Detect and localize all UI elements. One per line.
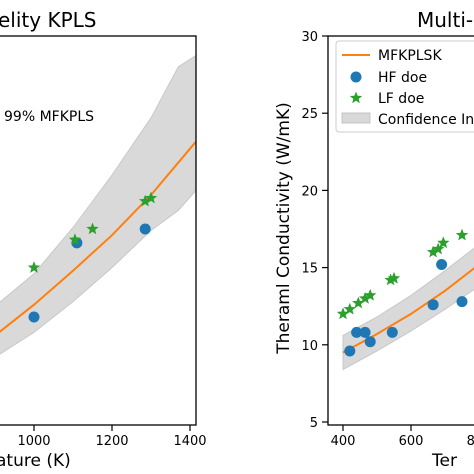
hf-doe-point bbox=[351, 326, 363, 338]
y-tick-label: 15 bbox=[301, 262, 318, 277]
legend-lf-marker bbox=[349, 91, 363, 104]
hf-doe-point bbox=[28, 311, 40, 323]
left-x-ticks: 1000 1200 1400 bbox=[17, 425, 207, 449]
x-tick-label: 800 bbox=[467, 434, 474, 449]
lf-doe-point bbox=[437, 236, 450, 249]
lf-doe-point bbox=[358, 291, 372, 304]
x-tick-label: 1000 bbox=[17, 434, 50, 449]
y-tick-label: 10 bbox=[301, 339, 318, 354]
confidence-band bbox=[0, 54, 196, 355]
right-x-axis-label: Ter bbox=[431, 451, 457, 471]
right-plot-area bbox=[336, 228, 474, 371]
confidence-band bbox=[342, 247, 474, 371]
right-chart-title: Multi- bbox=[417, 8, 473, 32]
lf-doe-point bbox=[387, 271, 401, 284]
lf-doe-point bbox=[432, 242, 445, 255]
hf-doe-point bbox=[139, 223, 151, 235]
right-axis-ticks: 400 600 800 5 10 15 20 25 30 bbox=[301, 30, 474, 449]
lf-doe-point bbox=[86, 222, 99, 235]
lf-doe-point bbox=[364, 288, 377, 301]
left-x-axis-label: ature (K) bbox=[0, 451, 71, 471]
hf-doe-point bbox=[386, 326, 398, 338]
hf-doe-point bbox=[359, 326, 371, 338]
lf-doe-point bbox=[343, 302, 356, 315]
legend-band-swatch bbox=[341, 112, 371, 124]
hf-doe-point bbox=[344, 345, 356, 357]
y-tick-label: 30 bbox=[301, 30, 318, 45]
hf-doe-point bbox=[436, 259, 448, 270]
right-axes-frame bbox=[327, 35, 474, 426]
lf-doe-point bbox=[426, 245, 440, 258]
legend-box bbox=[335, 40, 474, 133]
left-chart-title: elity KPLS bbox=[0, 8, 96, 32]
y-tick-label: 5 bbox=[310, 416, 318, 431]
left-annotation: 99% MFKPLS bbox=[4, 109, 94, 125]
right-y-axis-label: Theraml Conductivity (W/mK) bbox=[274, 102, 294, 354]
x-tick-label: 600 bbox=[399, 434, 424, 449]
lf-doe-point bbox=[352, 296, 365, 309]
legend-entry-hf: HF doe bbox=[378, 70, 427, 86]
x-tick-label: 400 bbox=[331, 434, 356, 449]
y-tick-label: 20 bbox=[301, 184, 318, 199]
lf-doe-point bbox=[138, 194, 152, 207]
legend-entry-mfkplsk: MFKPLSK bbox=[378, 48, 442, 64]
lf-doe-point bbox=[205, 127, 217, 139]
x-tick-label: 1200 bbox=[95, 434, 128, 449]
lf-doe-point bbox=[384, 273, 397, 286]
right-panel: 400 600 800 5 10 15 20 25 30 Multi- Ter Theraml … bbox=[274, 8, 474, 471]
left-panel: 1000 1200 1400 elity KPLS ature (K) 99% MF… bbox=[0, 8, 217, 471]
y-tick-label: 25 bbox=[301, 107, 318, 122]
lf-doe-point bbox=[336, 307, 350, 320]
x-tick-label: 1400 bbox=[173, 434, 206, 449]
mfkplsk-line bbox=[0, 140, 196, 333]
legend-entry-confidence: Confidence In bbox=[378, 112, 474, 128]
lf-doe-point bbox=[68, 233, 82, 246]
lf-doe-point bbox=[455, 228, 469, 241]
legend: MFKPLSK HF doe LF doe Confidence In bbox=[335, 40, 474, 133]
hf-doe-point bbox=[456, 296, 468, 308]
left-plot-area bbox=[0, 54, 217, 355]
legend-hf-marker bbox=[350, 71, 362, 83]
left-axes-frame bbox=[0, 35, 197, 426]
hf-doe-point bbox=[364, 336, 376, 348]
lf-doe-point bbox=[27, 261, 41, 273]
lf-doe-point bbox=[144, 191, 158, 204]
legend-entry-lf: LF doe bbox=[378, 91, 424, 107]
hf-doe-point bbox=[427, 299, 439, 311]
